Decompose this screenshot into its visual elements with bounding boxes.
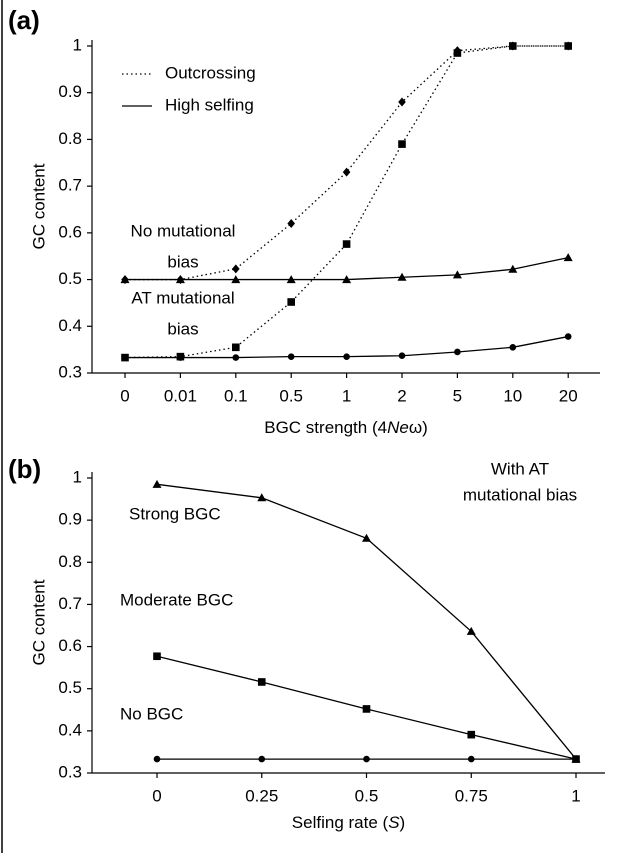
marker [509,42,517,50]
x-axis-label-part: ) [400,813,406,832]
marker [572,755,580,763]
y-tick-label: 0.8 [58,129,82,148]
marker [258,755,266,763]
y-tick-label: 0.5 [58,269,82,288]
series-label: No BGC [120,704,183,723]
x-tick-label: 0.25 [245,786,278,805]
marker [231,275,241,284]
marker [287,353,295,360]
x-tick-label: 2 [397,386,406,405]
marker [287,298,295,306]
marker [508,264,518,273]
y-axis-label: GC content [29,163,48,249]
y-tick-label: 0.8 [58,552,82,571]
x-tick-label: 10 [503,386,522,405]
x-tick-label: 0.01 [164,386,197,405]
x-axis-label: Selfing rate (S) [292,813,405,832]
marker [152,479,162,488]
panel-label: (a) [8,5,40,35]
marker [362,533,371,542]
marker [398,352,406,360]
marker [453,49,462,57]
marker [177,354,184,361]
marker [398,97,406,107]
marker [286,275,296,284]
y-axis-label: GC content [29,579,48,665]
x-tick-label: 1 [342,386,351,405]
annotation: No mutational [131,221,236,240]
x-axis-label-part: Ne [387,418,409,437]
legend-label: High selfing [165,95,254,114]
x-axis-label-part: BGC strength (4 [264,418,387,437]
y-tick-label: 0.4 [58,720,82,739]
marker [467,730,476,739]
series-line [124,45,569,359]
x-axis-label-part: ω) [409,418,428,437]
legend-label: Outcrossing [165,63,256,82]
series-line [156,483,577,760]
x-axis-label-part: S [388,813,400,832]
y-tick-label: 0.7 [58,176,82,195]
marker [343,353,350,360]
marker [466,626,476,635]
x-tick-label: 0 [120,386,129,405]
x-tick-label: 0 [152,786,161,805]
annotation: bias [167,252,198,271]
annotation: With AT [491,459,549,478]
annotation: bias [167,319,198,338]
marker [257,678,266,686]
marker [287,219,295,229]
y-tick-label: 0.6 [58,222,82,241]
x-axis-label-part: Selfing rate ( [292,813,389,832]
marker [232,343,240,352]
y-tick-label: 1 [73,467,82,486]
panel-label: (b) [8,454,41,484]
x-tick-label: 5 [453,386,462,405]
marker [257,493,267,502]
marker [232,264,240,274]
y-tick-label: 1 [73,35,82,54]
series-label: Moderate BGC [120,590,233,609]
marker [563,253,573,262]
marker [467,755,475,763]
y-tick-label: 0.9 [58,82,82,101]
marker [342,167,351,177]
y-tick-label: 0.3 [58,762,82,781]
marker [120,275,130,284]
x-axis-label: BGC strength (4Neω) [264,418,428,437]
x-tick-label: 0.5 [355,786,379,805]
marker [342,240,351,248]
x-tick-label: 0.75 [455,786,488,805]
marker [363,755,370,763]
marker [232,354,240,361]
marker [362,705,371,713]
y-tick-label: 0.7 [58,594,82,613]
marker [454,348,461,356]
y-tick-label: 0.4 [58,316,82,335]
x-tick-label: 20 [559,386,578,405]
marker [153,652,161,661]
marker [564,42,572,50]
marker [121,354,129,361]
marker [564,333,572,340]
y-tick-label: 0.9 [58,510,82,529]
marker [397,272,407,281]
y-tick-label: 0.5 [58,678,82,697]
marker [153,755,161,763]
y-tick-label: 0.3 [58,362,82,381]
series-label: Strong BGC [129,504,221,523]
x-tick-label: 1 [571,786,580,805]
marker [175,275,185,284]
x-tick-label: 0.1 [224,386,248,405]
marker [342,275,352,284]
x-tick-label: 0.5 [279,386,303,405]
marker [398,140,406,148]
marker [509,344,517,351]
annotation: mutational bias [463,485,577,504]
y-tick-label: 0.6 [58,636,82,655]
marker [452,270,462,279]
annotation: AT mutational [131,288,234,307]
